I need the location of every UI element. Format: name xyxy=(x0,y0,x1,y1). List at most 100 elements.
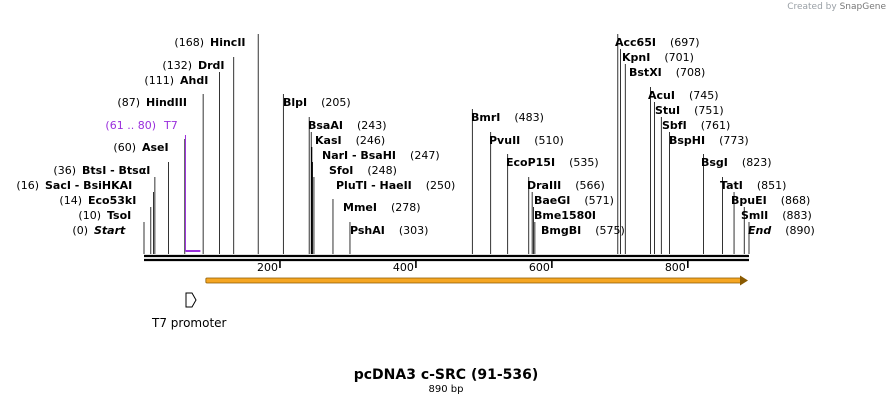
site-acc65i[interactable]: Acc65I (697) xyxy=(615,36,700,49)
site-kasi[interactable]: KasI (246) xyxy=(315,134,385,147)
site-ecop15i[interactable]: EcoP15I (535) xyxy=(506,156,599,169)
site-end[interactable]: End (890) xyxy=(748,224,815,237)
site-position: (246) xyxy=(356,134,386,147)
site-position: (566) xyxy=(575,179,605,192)
site-name: BspHI xyxy=(669,134,705,147)
site-asei[interactable]: AseI (60) xyxy=(113,141,168,154)
site-position: (751) xyxy=(694,104,724,117)
site-name: SbfI xyxy=(662,119,687,132)
site-hindiii[interactable]: HindIII (87) xyxy=(117,96,187,109)
site-blpi[interactable]: BlpI (205) xyxy=(283,96,351,109)
site-bsphi[interactable]: BspHI (773) xyxy=(669,134,749,147)
site-sfoi[interactable]: SfoI (248) xyxy=(329,164,397,177)
site-lines xyxy=(143,34,750,254)
site-name: TatI xyxy=(720,179,743,192)
site-mmei[interactable]: MmeI (278) xyxy=(343,201,421,214)
site-name: PshAI xyxy=(350,224,385,237)
site-eco53ki[interactable]: Eco53kI (14) xyxy=(59,194,136,207)
site-hincii[interactable]: HincII (168) xyxy=(174,36,245,49)
site-tati[interactable]: TatI (851) xyxy=(720,179,786,192)
site-name: SacI - BsiHKAI xyxy=(45,179,132,192)
site-bpuei[interactable]: BpuEI (868) xyxy=(731,194,810,207)
site-name: HincII xyxy=(210,36,246,49)
site-bstxi[interactable]: BstXI (708) xyxy=(629,66,705,79)
site-name: AhdI xyxy=(180,74,208,87)
site-bmri[interactable]: BmrI (483) xyxy=(471,111,544,124)
site-position: (745) xyxy=(689,89,719,102)
site-name: NarI - BsaHI xyxy=(322,149,396,162)
site-position: (36) xyxy=(53,164,76,177)
site-name: Acc65I xyxy=(615,36,656,49)
site-smli[interactable]: SmlI (883) xyxy=(741,209,812,222)
ruler: 200 400 600 800 xyxy=(257,261,689,274)
site-position: (890) xyxy=(785,224,815,237)
site-btsi-bts-i[interactable]: BtsI - BtsαI (36) xyxy=(53,164,150,177)
site-saci-bsihkai[interactable]: SacI - BsiHKAI (16) xyxy=(16,179,132,192)
site-position: (248) xyxy=(367,164,397,177)
site-draiii[interactable]: DraIII (566) xyxy=(527,179,605,192)
site-name: HindIII xyxy=(146,96,187,109)
credit-prefix: Created by xyxy=(787,2,837,12)
site-bsgi[interactable]: BsgI (823) xyxy=(701,156,772,169)
orf-arrowhead xyxy=(740,275,748,286)
site-acui[interactable]: AcuI (745) xyxy=(648,89,719,102)
site-drdi[interactable]: DrdI (132) xyxy=(162,59,224,72)
site-name: BpuEI xyxy=(731,194,767,207)
site-position: (250) xyxy=(426,179,456,192)
site-nari-bsahi[interactable]: NarI - BsaHI (247) xyxy=(322,149,440,162)
site-labels: HincII (168) DrdI (132) AhdI (111) HindIII (87)… xyxy=(16,36,815,251)
site-position: (761) xyxy=(701,119,731,132)
site-position: (708) xyxy=(676,66,706,79)
site-position: (823) xyxy=(742,156,772,169)
site-position: (483) xyxy=(514,111,544,124)
site-kpni[interactable]: KpnI (701) xyxy=(622,51,694,64)
site-name: BsaAI xyxy=(308,119,343,132)
feature-t7[interactable]: (61 .. 80) T7 xyxy=(105,119,186,251)
site-start[interactable]: Start (0) xyxy=(72,224,126,237)
site-name: BlpI xyxy=(283,96,307,109)
promoter-arrow-icon xyxy=(185,292,197,308)
site-name: AcuI xyxy=(648,89,675,102)
ruler-tick-label: 400 xyxy=(393,261,414,274)
site-name: SfoI xyxy=(329,164,353,177)
site-stui[interactable]: StuI (751) xyxy=(655,104,724,117)
dna-backbone xyxy=(144,254,749,262)
site-sbfi[interactable]: SbfI (761) xyxy=(662,119,730,132)
orf-arrow[interactable] xyxy=(205,275,748,286)
site-name: BmrI xyxy=(471,111,500,124)
site-name: Eco53kI xyxy=(88,194,136,207)
map-subtitle: 890 bp xyxy=(429,384,464,395)
site-position: (14) xyxy=(59,194,82,207)
site-pvuii[interactable]: PvuII (510) xyxy=(489,134,564,147)
site-bme1580i[interactable]: Bme1580I xyxy=(534,209,596,222)
site-name: MmeI xyxy=(343,201,377,214)
site-position: (10) xyxy=(78,209,101,222)
site-tsoi[interactable]: TsoI (10) xyxy=(78,209,131,222)
site-name: PvuII xyxy=(489,134,520,147)
site-position: (773) xyxy=(719,134,749,147)
ruler-tick-label: 600 xyxy=(529,261,550,274)
feature-name: T7 xyxy=(163,119,178,132)
site-position: (278) xyxy=(391,201,421,214)
site-pshai[interactable]: PshAI (303) xyxy=(350,224,428,237)
site-position: (535) xyxy=(569,156,599,169)
site-name: TsoI xyxy=(107,209,131,222)
site-bmgbi[interactable]: BmgBI (575) xyxy=(541,224,625,237)
site-pluti-haeii[interactable]: PluTI - HaeII (250) xyxy=(336,179,455,192)
map-title: pcDNA3 c-SRC (91-536) xyxy=(354,367,539,383)
site-ahdi[interactable]: AhdI (111) xyxy=(144,74,208,87)
site-position: (303) xyxy=(399,224,429,237)
site-name: DrdI xyxy=(198,59,225,72)
site-bsaai[interactable]: BsaAI (243) xyxy=(308,119,387,132)
site-position: (883) xyxy=(782,209,812,222)
site-name: BaeGI xyxy=(534,194,570,207)
site-name: SmlI xyxy=(741,209,768,222)
site-baegi[interactable]: BaeGI (571) xyxy=(534,194,614,207)
t7-promoter[interactable]: T7 promoter xyxy=(151,292,227,330)
site-position: (205) xyxy=(321,96,351,109)
site-name: BmgBI xyxy=(541,224,581,237)
site-position: (168) xyxy=(174,36,204,49)
site-position: (16) xyxy=(16,179,39,192)
site-position: (868) xyxy=(781,194,811,207)
